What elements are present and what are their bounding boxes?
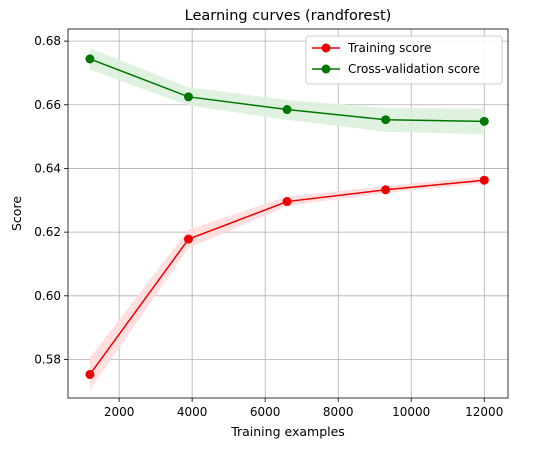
y-tick-label: 0.62 bbox=[34, 225, 61, 239]
y-tick-label: 0.68 bbox=[34, 34, 61, 48]
training-score-point bbox=[85, 369, 95, 379]
y-tick-label: 0.58 bbox=[34, 352, 61, 366]
x-tick-label: 12000 bbox=[465, 405, 503, 419]
chart-title: Learning curves (randforest) bbox=[185, 8, 392, 24]
y-tick-label: 0.60 bbox=[34, 289, 61, 303]
x-tick-label: 8000 bbox=[323, 405, 354, 419]
confidence-bands bbox=[89, 48, 485, 390]
y-axis-label: Score bbox=[9, 196, 24, 231]
x-tick-label: 2000 bbox=[104, 405, 135, 419]
y-tick-label: 0.66 bbox=[34, 98, 61, 112]
x-axis-ticks: 2000 4000 6000 8000 10000 12000 bbox=[104, 398, 503, 419]
x-axis-label: Training examples bbox=[230, 424, 345, 439]
plot-frame bbox=[67, 28, 509, 399]
x-tick-label: 10000 bbox=[392, 405, 430, 419]
cross-validation-score-point bbox=[282, 105, 292, 115]
training-score-legend-marker bbox=[321, 43, 331, 53]
x-tick-label: 6000 bbox=[250, 405, 281, 419]
series-markers bbox=[85, 54, 489, 379]
training-score-point bbox=[282, 197, 292, 207]
cross-validation-score-band bbox=[89, 48, 485, 135]
grid bbox=[68, 29, 508, 398]
cross-validation-score-point bbox=[381, 115, 391, 125]
training-score-legend-label: Training score bbox=[347, 41, 431, 55]
training-score-point bbox=[183, 234, 193, 244]
cross-validation-score-legend-marker bbox=[321, 64, 331, 74]
legend-box bbox=[305, 35, 503, 85]
training-score-point bbox=[479, 175, 489, 185]
training-score-band bbox=[89, 176, 485, 390]
training-score-line bbox=[89, 179, 485, 375]
cross-validation-score-point bbox=[85, 54, 95, 64]
x-tick-label: 4000 bbox=[177, 405, 208, 419]
training-score-point bbox=[381, 185, 391, 195]
cross-validation-score-point bbox=[183, 92, 193, 102]
y-tick-label: 0.64 bbox=[34, 161, 61, 175]
cross-validation-score-point bbox=[479, 116, 489, 126]
legend: Training score Cross-validation score bbox=[305, 35, 503, 85]
cross-validation-score-legend-label: Cross-validation score bbox=[348, 62, 480, 76]
y-axis-ticks: 0.58 0.60 0.62 0.64 0.66 0.68 bbox=[34, 34, 68, 366]
